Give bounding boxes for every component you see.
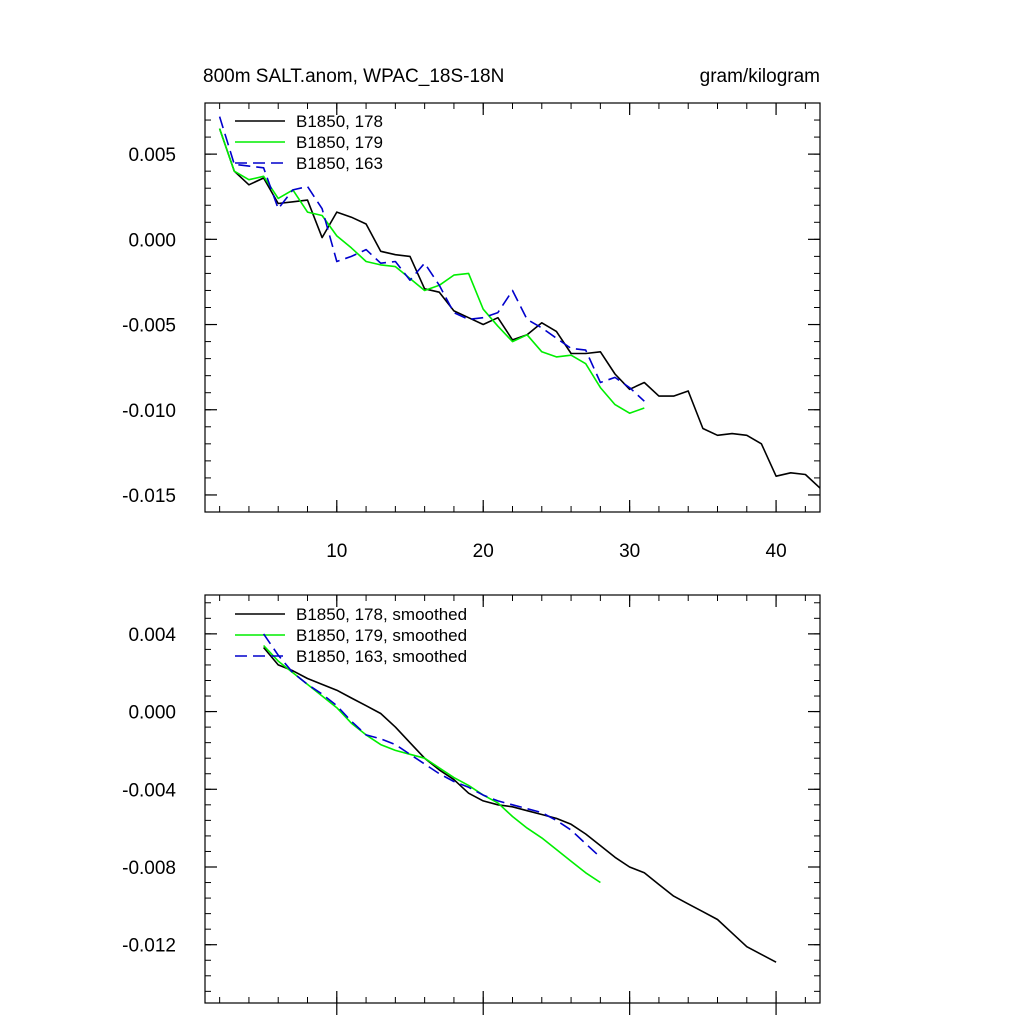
- y-tick-label: -0.015: [122, 486, 176, 507]
- y-tick-label: -0.012: [122, 936, 176, 957]
- plot-frame: [204, 102, 821, 513]
- y-tick-label: -0.008: [122, 858, 176, 879]
- y-tick-label: -0.010: [122, 401, 176, 422]
- bottom-panel: -0.012 -0.008 -0.004 0.000 0.004 B1850, 178, …: [122, 594, 821, 1015]
- series-line-0: [218, 128, 821, 489]
- chart-units-label: gram/kilogram: [700, 66, 820, 87]
- y-tick-label: 0.000: [128, 703, 176, 724]
- legend-label-0: B1850, 178: [296, 112, 383, 131]
- y-tick-label: 0.000: [128, 230, 176, 251]
- x-tick-label: 20: [473, 541, 494, 562]
- chart-title: 800m SALT.anom, WPAC_18S-18N: [203, 66, 504, 87]
- y-tick-label: 0.004: [128, 625, 176, 646]
- x-tick-label: 30: [619, 541, 640, 562]
- series-line-1: [218, 128, 645, 415]
- y-tick-label: 0.005: [128, 145, 176, 166]
- series-line-2: [262, 633, 601, 858]
- series-line-2: [218, 116, 645, 402]
- x-tick-label: 10: [326, 541, 347, 562]
- legend-label-0: B1850, 178, smoothed: [296, 605, 467, 624]
- legend-label-1: B1850, 179, smoothed: [296, 626, 467, 645]
- y-tick-label: -0.004: [122, 780, 176, 801]
- series-line-1: [263, 644, 601, 884]
- y-tick-label: -0.005: [122, 316, 176, 337]
- legend-label-2: B1850, 163, smoothed: [296, 647, 467, 666]
- x-tick-label: 40: [766, 541, 787, 562]
- legend-label-1: B1850, 179: [296, 133, 383, 152]
- series-line-0: [262, 646, 777, 963]
- plot-frame: [204, 594, 821, 1004]
- legend-label-2: B1850, 163: [296, 154, 383, 173]
- top-panel: 10 20 30 40 -0.015 -0.010 -0.005 0.000 0.005 B185…: [122, 102, 821, 562]
